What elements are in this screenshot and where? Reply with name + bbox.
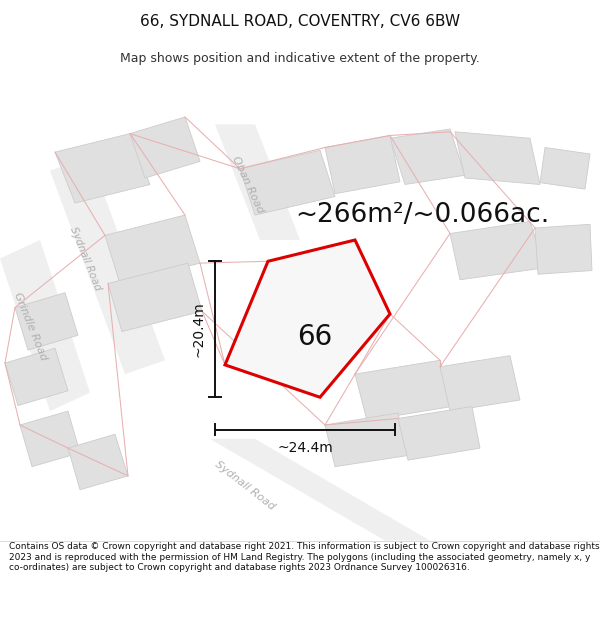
Polygon shape <box>455 132 540 184</box>
Text: ~24.4m: ~24.4m <box>277 441 333 455</box>
Polygon shape <box>398 406 480 460</box>
Polygon shape <box>20 411 80 467</box>
Polygon shape <box>325 413 408 467</box>
Polygon shape <box>355 360 452 421</box>
Polygon shape <box>225 240 390 398</box>
Text: 66: 66 <box>298 323 332 351</box>
Polygon shape <box>535 224 592 274</box>
Polygon shape <box>325 136 400 194</box>
Polygon shape <box>240 150 335 215</box>
Polygon shape <box>210 439 430 541</box>
Polygon shape <box>68 434 128 490</box>
Polygon shape <box>130 117 200 178</box>
Polygon shape <box>540 148 590 189</box>
Polygon shape <box>50 157 165 374</box>
Polygon shape <box>5 348 68 406</box>
Polygon shape <box>450 221 545 280</box>
Polygon shape <box>108 263 202 332</box>
Text: Oban Road: Oban Road <box>230 154 266 214</box>
Text: ~266m²/~0.066ac.: ~266m²/~0.066ac. <box>295 202 549 228</box>
Text: ~20.4m: ~20.4m <box>192 301 206 357</box>
Text: Sydnall Road: Sydnall Road <box>68 225 103 292</box>
Text: Contains OS data © Crown copyright and database right 2021. This information is : Contains OS data © Crown copyright and d… <box>9 542 599 572</box>
Text: Map shows position and indicative extent of the property.: Map shows position and indicative extent… <box>120 52 480 65</box>
Polygon shape <box>390 129 465 184</box>
Text: Grindle Road: Grindle Road <box>12 291 48 361</box>
Polygon shape <box>55 134 150 203</box>
Polygon shape <box>105 215 200 284</box>
Polygon shape <box>0 240 90 411</box>
Text: 66, SYDNALL ROAD, COVENTRY, CV6 6BW: 66, SYDNALL ROAD, COVENTRY, CV6 6BW <box>140 14 460 29</box>
Polygon shape <box>440 356 520 411</box>
Polygon shape <box>15 292 78 350</box>
Polygon shape <box>215 124 300 240</box>
Text: Sydnall Road: Sydnall Road <box>213 459 277 511</box>
